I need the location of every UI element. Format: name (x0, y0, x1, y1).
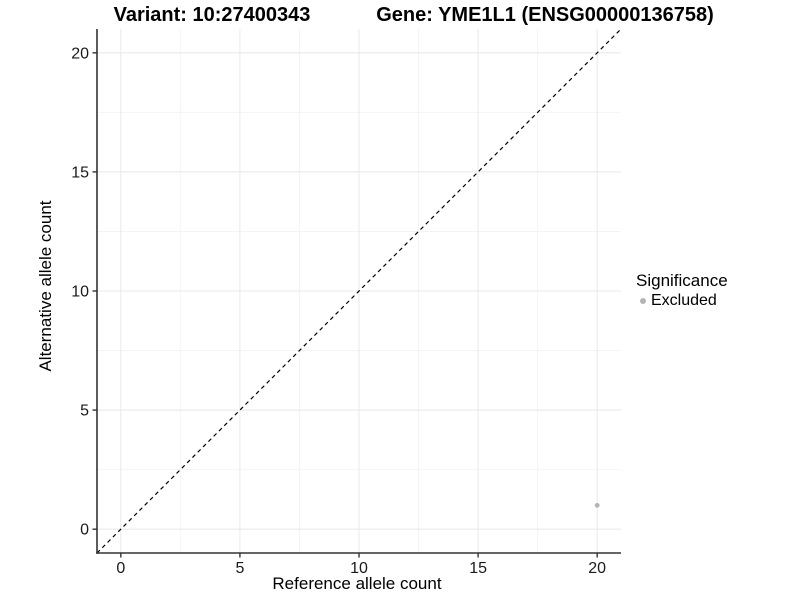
legend-title: Significance (636, 271, 728, 290)
x-tick-label: 0 (116, 560, 125, 577)
legend-item-excluded: Excluded (636, 292, 728, 310)
identity-reference-line (96, 28, 622, 554)
y-tick-label: 20 (71, 45, 89, 62)
legend: Significance Excluded (636, 271, 728, 310)
y-tick-label: 10 (71, 284, 89, 301)
x-tick-label: 10 (350, 560, 368, 577)
y-tick-label: 15 (71, 164, 89, 181)
legend-item-label: Excluded (651, 292, 717, 309)
plot-title-gene: Gene: YME1L1 (ENSG00000136758) (376, 4, 714, 26)
x-axis-title: Reference allele count (272, 574, 442, 593)
y-axis-title: Alternative allele count (36, 200, 55, 372)
legend-point-icon (640, 298, 646, 304)
x-tick-label: 15 (469, 560, 487, 577)
y-tick-label: 5 (80, 403, 89, 420)
x-tick-label: 20 (588, 560, 606, 577)
x-tick-label: 5 (235, 560, 244, 577)
data-point (594, 502, 600, 508)
plot-title-variant: Variant: 10:27400343 (113, 4, 311, 26)
y-tick-label: 0 (80, 522, 89, 539)
